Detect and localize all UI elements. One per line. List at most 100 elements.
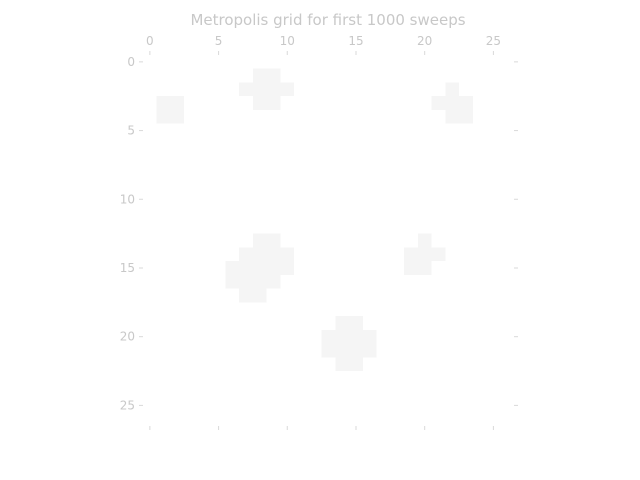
heatmap-cell — [184, 316, 199, 331]
heatmap-cell — [170, 261, 185, 276]
heatmap-cell — [143, 192, 158, 207]
heatmap-cell — [417, 68, 433, 83]
heatmap-cell — [184, 219, 199, 235]
heatmap-cell — [404, 357, 419, 372]
heatmap-cell — [459, 206, 474, 221]
heatmap-cell — [362, 137, 378, 152]
heatmap-cell — [280, 302, 295, 317]
heatmap-cell — [335, 412, 350, 427]
heatmap-cell — [349, 274, 364, 290]
heatmap-cell — [445, 55, 460, 70]
heatmap-cell — [294, 192, 309, 207]
heatmap-cell — [431, 55, 446, 70]
heatmap-cell — [156, 329, 171, 345]
heatmap-cell — [390, 164, 405, 180]
heatmap-cell — [252, 206, 268, 221]
heatmap-cell — [376, 357, 391, 372]
heatmap-cell — [417, 316, 433, 331]
heatmap-cell — [376, 151, 391, 166]
heatmap-cell — [294, 55, 309, 70]
heatmap-cell — [500, 151, 515, 166]
heatmap-cell — [321, 371, 336, 386]
heatmap-cell — [486, 178, 501, 193]
heatmap-cell — [376, 261, 391, 276]
heatmap-cell — [156, 357, 171, 372]
heatmap-cell — [170, 82, 185, 97]
heatmap-cell — [170, 68, 185, 83]
heatmap-cell — [211, 233, 226, 248]
heatmap-cell — [307, 55, 323, 70]
heatmap-cell — [225, 178, 240, 193]
heatmap-cell — [197, 233, 213, 248]
heatmap-cell — [349, 109, 364, 125]
heatmap-cell — [335, 137, 350, 152]
heatmap-cell — [335, 178, 350, 193]
heatmap-cell — [266, 412, 281, 427]
heatmap-cell — [362, 55, 378, 70]
heatmap-cell — [417, 151, 433, 166]
heatmap-cell — [197, 261, 213, 276]
heatmap-cell — [431, 178, 446, 193]
heatmap-cell — [252, 96, 268, 111]
heatmap-cell — [170, 288, 185, 303]
heatmap-cell — [335, 123, 350, 138]
heatmap-cell — [225, 261, 240, 276]
heatmap-cell — [294, 233, 309, 248]
heatmap-cell — [349, 96, 364, 111]
heatmap-cell — [156, 178, 171, 193]
heatmap-cell — [197, 316, 213, 331]
heatmap-cell — [500, 371, 515, 386]
heatmap-cell — [321, 233, 336, 248]
heatmap-cell — [307, 288, 323, 303]
heatmap-cell — [239, 412, 254, 427]
heatmap-cell — [307, 164, 323, 180]
heatmap-cell — [404, 123, 419, 138]
heatmap-cell — [143, 398, 158, 413]
heatmap-cell — [280, 274, 295, 290]
heatmap-cell — [239, 302, 254, 317]
heatmap-cell — [307, 206, 323, 221]
heatmap-cell — [307, 302, 323, 317]
heatmap-cell — [431, 357, 446, 372]
heatmap-cell — [156, 96, 171, 111]
heatmap-cell — [445, 412, 460, 427]
heatmap-cell — [376, 178, 391, 193]
heatmap-cell — [307, 316, 323, 331]
heatmap-cell — [500, 123, 515, 138]
heatmap-cell — [170, 123, 185, 138]
heatmap-cell — [431, 82, 446, 97]
heatmap-cell — [404, 109, 419, 125]
heatmap-cell — [321, 206, 336, 221]
heatmap-cell — [417, 247, 433, 262]
heatmap-cell — [184, 82, 199, 97]
heatmap-cell — [266, 82, 281, 97]
heatmap-cell — [445, 82, 460, 97]
heatmap-cell — [197, 329, 213, 345]
heatmap-cell — [349, 68, 364, 83]
heatmap-cell — [239, 384, 254, 400]
heatmap-cell — [486, 384, 501, 400]
heatmap-cell — [417, 123, 433, 138]
heatmap-cell — [459, 82, 474, 97]
heatmap-cell — [307, 343, 323, 358]
heatmap-cell — [211, 109, 226, 125]
heatmap-cell — [376, 329, 391, 345]
heatmap-cell — [390, 357, 405, 372]
heatmap-cell — [335, 82, 350, 97]
heatmap-cell — [472, 247, 488, 262]
heatmap-cell — [445, 357, 460, 372]
heatmap-cell — [225, 219, 240, 235]
heatmap-cell — [170, 96, 185, 111]
heatmap-cell — [335, 288, 350, 303]
heatmap-cell — [362, 96, 378, 111]
heatmap-cell — [472, 206, 488, 221]
heatmap-cell — [197, 412, 213, 427]
heatmap-cell — [252, 302, 268, 317]
heatmap-cell — [390, 123, 405, 138]
heatmap-cell — [211, 82, 226, 97]
heatmap-cell — [156, 398, 171, 413]
heatmap-cell — [486, 274, 501, 290]
heatmap-cell — [431, 233, 446, 248]
heatmap-cell — [211, 398, 226, 413]
